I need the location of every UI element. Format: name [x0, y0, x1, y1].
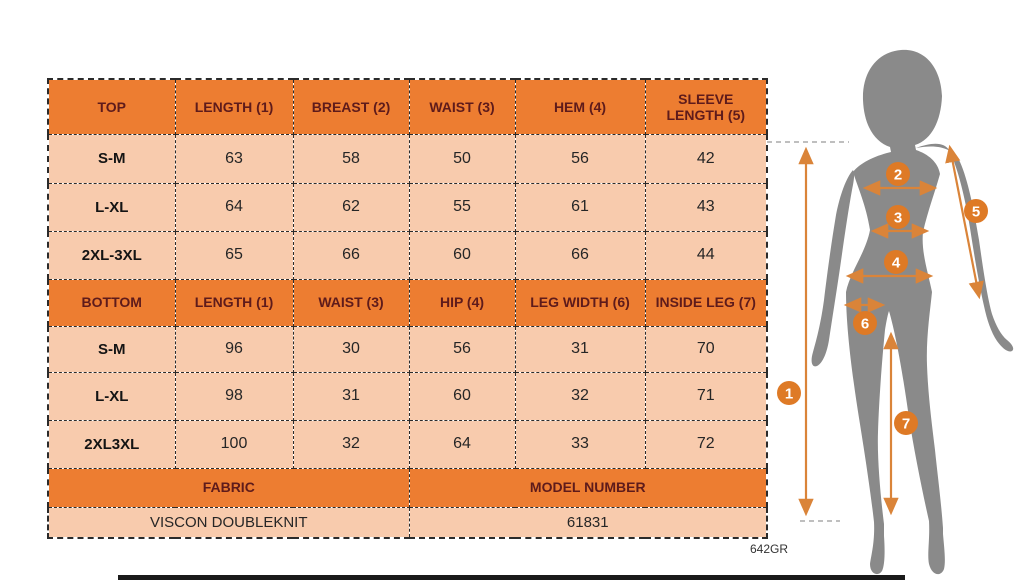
size-label: 2XL-3XL [47, 230, 176, 280]
value-cell: 70 [644, 325, 768, 373]
value-cell: 71 [644, 371, 768, 421]
size-label: L-XL [47, 182, 176, 232]
marker-4: 4 [884, 250, 908, 274]
size-label: 2XL3XL [47, 419, 176, 469]
value-cell: 66 [514, 230, 646, 280]
bottom-header-cell: LEG WIDTH (6) [514, 278, 646, 327]
table-row: L-XL 64 62 55 61 43 [47, 182, 768, 232]
value-cell: 55 [408, 182, 516, 232]
marker-4-label: 4 [892, 255, 901, 272]
fabric-header-cell: FABRIC [47, 467, 410, 508]
marker-1-label: 1 [785, 386, 793, 403]
measurement-markers: 1 2 3 4 5 6 7 [777, 162, 988, 435]
female-silhouette [811, 49, 1014, 575]
marker-3: 3 [886, 205, 910, 229]
value-cell: 58 [292, 133, 410, 184]
value-cell: 32 [292, 419, 410, 469]
value-cell: 56 [514, 133, 646, 184]
value-cell: 66 [292, 230, 410, 280]
marker-6-label: 6 [861, 316, 869, 333]
size-label: L-XL [47, 371, 176, 421]
value-cell: 100 [174, 419, 294, 469]
sleeve-length-arrow [945, 144, 984, 300]
value-cell: 30 [292, 325, 410, 373]
top-header-cell: HEM (4) [514, 78, 646, 135]
table-row: S-M 63 58 50 56 42 [47, 133, 768, 184]
info-value-row: VISCON DOUBLEKNIT 61831 [47, 506, 768, 539]
value-cell: 62 [292, 182, 410, 232]
bottom-header-row: BOTTOM LENGTH (1) WAIST (3) HIP (4) LEG … [47, 278, 768, 327]
value-cell: 60 [408, 371, 516, 421]
value-cell: 63 [174, 133, 294, 184]
value-cell: 64 [408, 419, 516, 469]
fabric-value: VISCON DOUBLEKNIT [47, 506, 410, 539]
measurement-arrows [798, 144, 984, 517]
marker-5-label: 5 [972, 204, 980, 221]
style-code: 642GR [749, 542, 788, 556]
table-row: 2XL3XL 100 32 64 33 72 [47, 419, 768, 469]
marker-6: 6 [853, 311, 877, 335]
top-header-row: TOP LENGTH (1) BREAST (2) WAIST (3) HEM … [47, 78, 768, 135]
top-header-cell: WAIST (3) [408, 78, 516, 135]
value-cell: 98 [174, 371, 294, 421]
marker-3-label: 3 [894, 210, 902, 227]
left-arm-shape [811, 170, 855, 367]
marker-1: 1 [777, 381, 801, 405]
table-row: L-XL 98 31 60 32 71 [47, 371, 768, 421]
value-cell: 44 [644, 230, 768, 280]
bottom-header-cell: HIP (4) [408, 278, 516, 327]
top-header-cell: SLEEVE LENGTH (5) [644, 78, 768, 135]
bottom-header-cell: BOTTOM [47, 278, 176, 327]
table-row: 2XL-3XL 65 66 60 66 44 [47, 230, 768, 280]
bottom-header-cell: LENGTH (1) [174, 278, 294, 327]
bottom-header-cell: INSIDE LEG (7) [644, 278, 768, 327]
size-label: S-M [47, 325, 176, 373]
value-cell: 65 [174, 230, 294, 280]
marker-5: 5 [964, 199, 988, 223]
top-header-cell: TOP [47, 78, 176, 135]
value-cell: 61 [514, 182, 646, 232]
table-row: S-M 96 30 56 31 70 [47, 325, 768, 373]
value-cell: 72 [644, 419, 768, 469]
value-cell: 31 [292, 371, 410, 421]
size-label: S-M [47, 133, 176, 184]
value-cell: 32 [514, 371, 646, 421]
marker-7: 7 [894, 411, 918, 435]
value-cell: 31 [514, 325, 646, 373]
value-cell: 56 [408, 325, 516, 373]
marker-7-label: 7 [902, 416, 910, 433]
model-number-value: 61831 [408, 506, 768, 539]
bottom-bar [118, 575, 905, 580]
size-chart-table: TOP LENGTH (1) BREAST (2) WAIST (3) HEM … [47, 78, 768, 539]
value-cell: 43 [644, 182, 768, 232]
bottom-header-cell: WAIST (3) [292, 278, 410, 327]
marker-2-label: 2 [894, 167, 902, 184]
value-cell: 96 [174, 325, 294, 373]
marker-2: 2 [886, 162, 910, 186]
value-cell: 64 [174, 182, 294, 232]
top-header-cell: LENGTH (1) [174, 78, 294, 135]
measurement-figure: 1 2 3 4 5 6 7 [767, 49, 1014, 575]
top-header-cell: BREAST (2) [292, 78, 410, 135]
value-cell: 50 [408, 133, 516, 184]
info-header-row: FABRIC MODEL NUMBER [47, 467, 768, 508]
model-number-header-cell: MODEL NUMBER [408, 467, 768, 508]
value-cell: 42 [644, 133, 768, 184]
value-cell: 33 [514, 419, 646, 469]
value-cell: 60 [408, 230, 516, 280]
